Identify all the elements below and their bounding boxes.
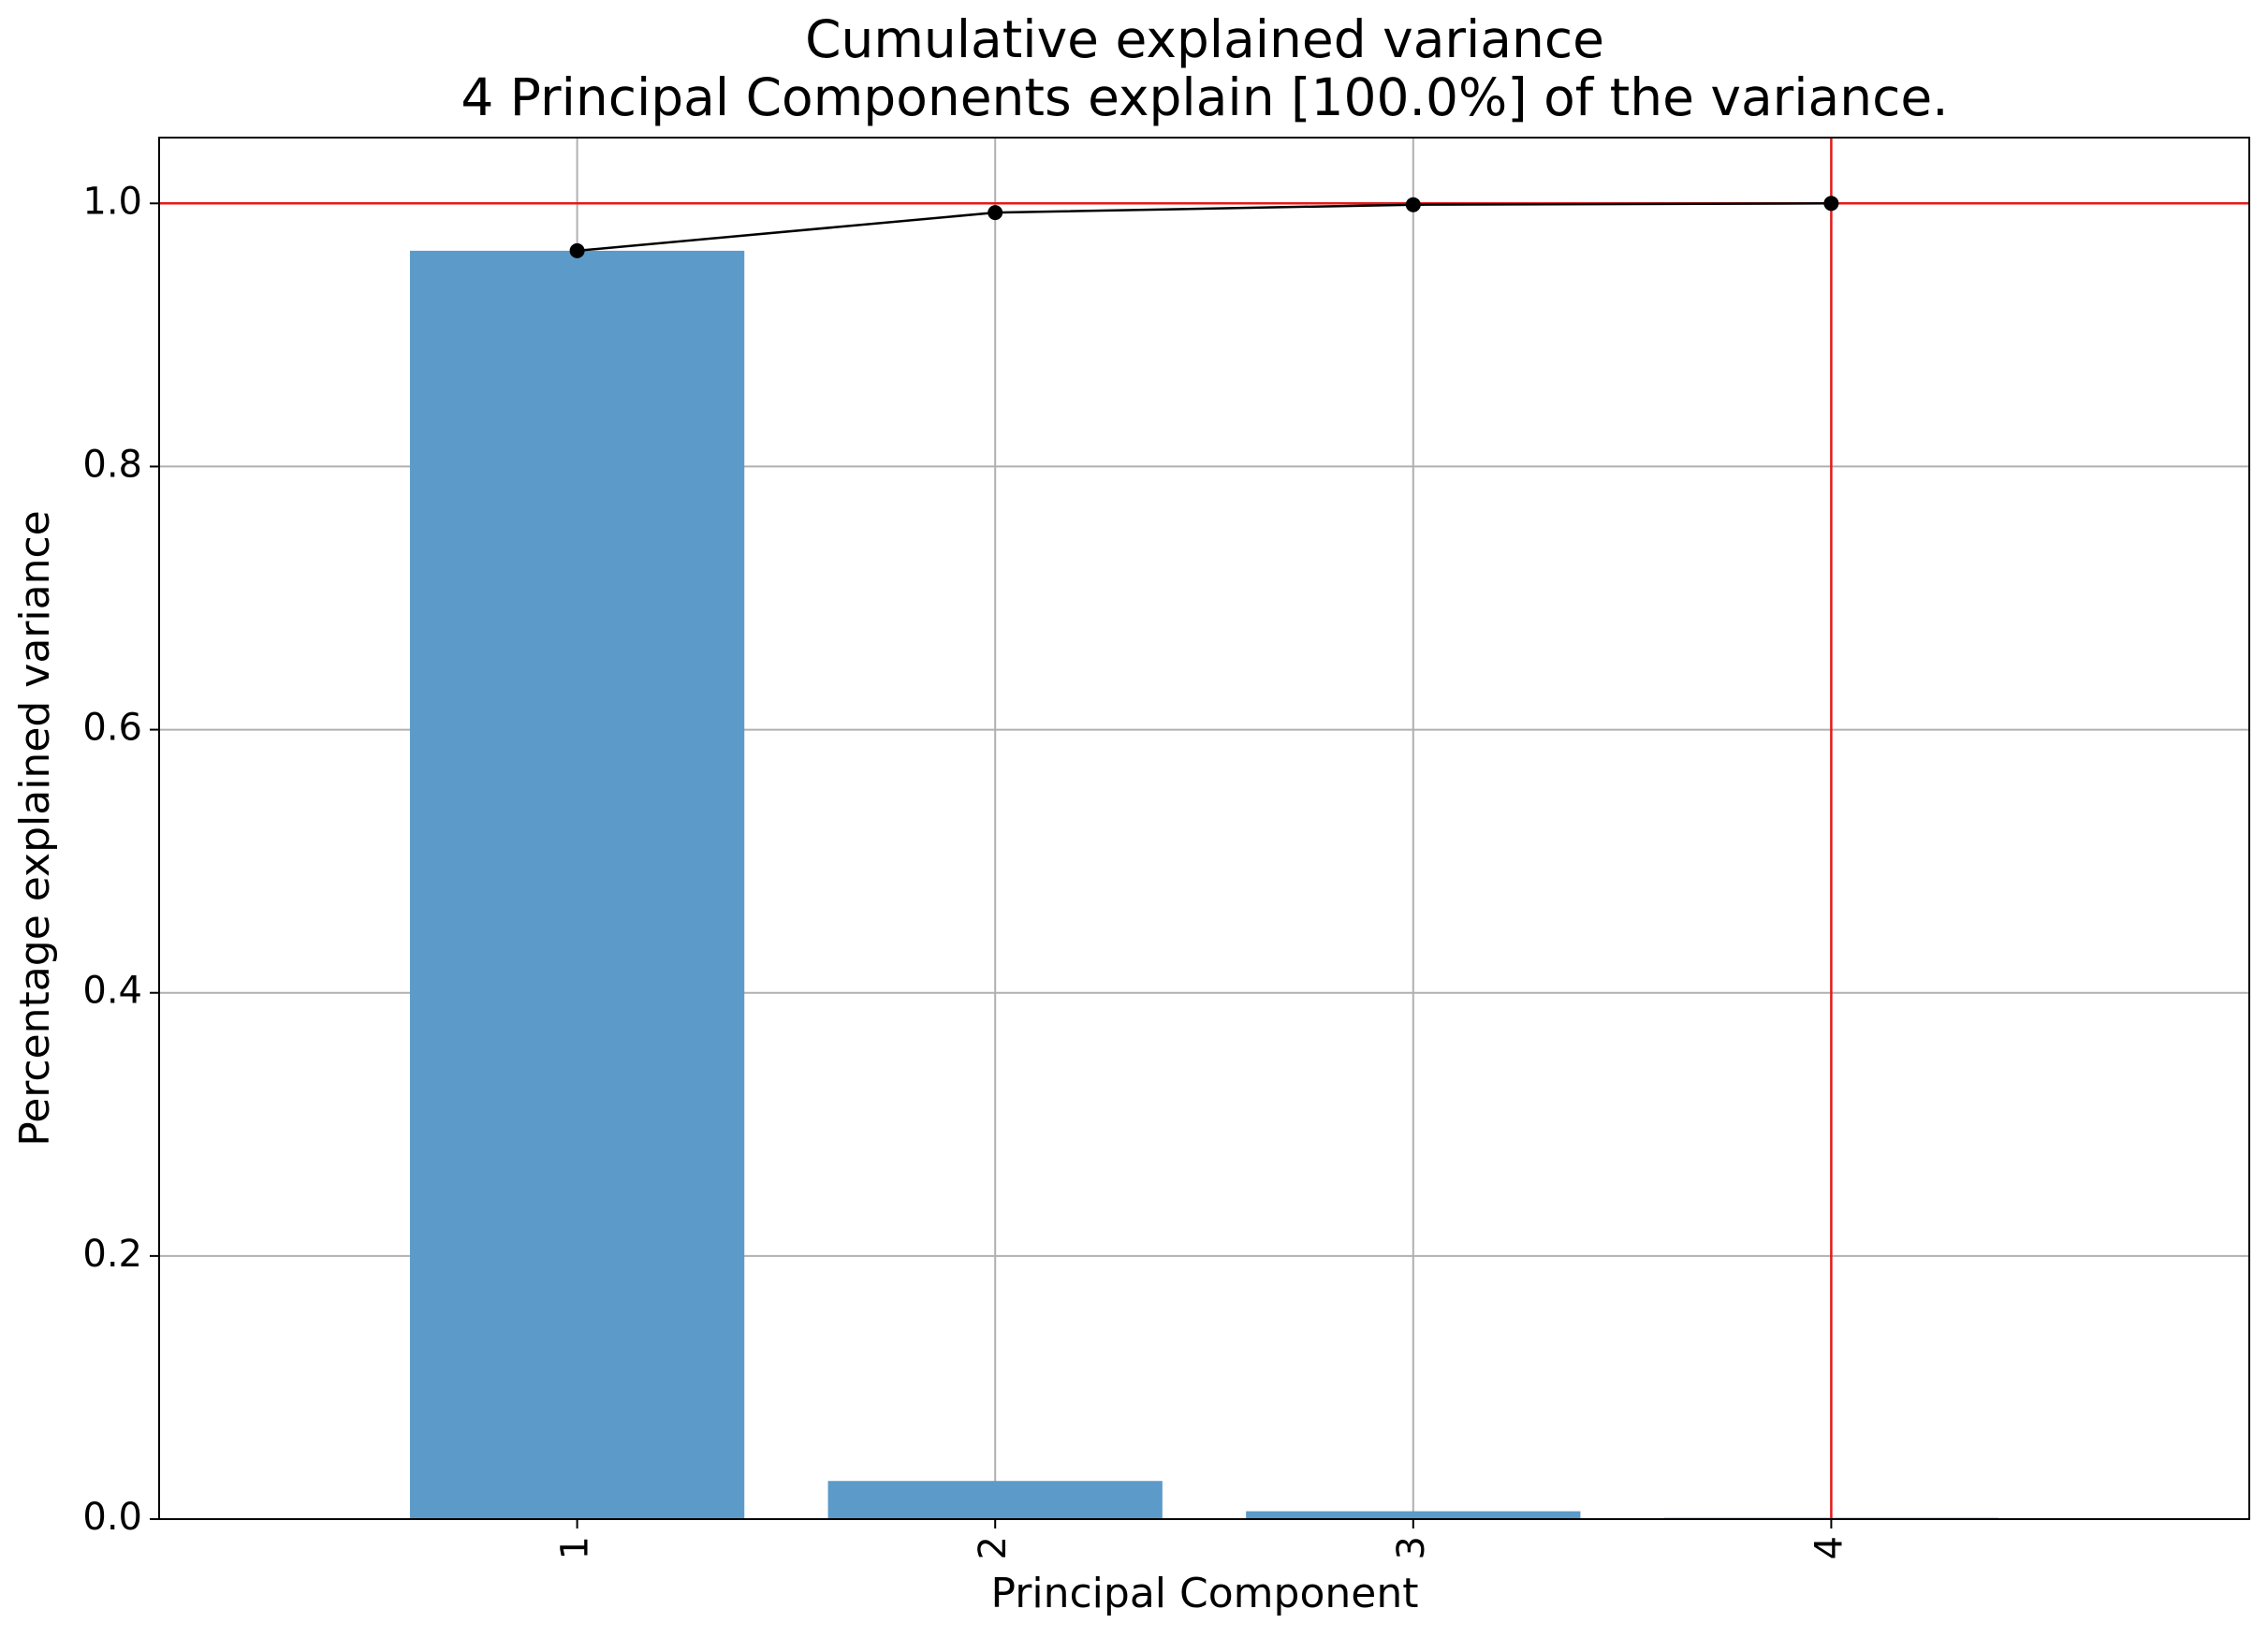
y-tick-label: 0.6 (82, 707, 142, 750)
plot-frame (158, 137, 2250, 1520)
y-tick-label: 1.0 (82, 180, 142, 223)
cumulative-point (988, 205, 1003, 221)
y-tick-label: 0.4 (82, 970, 142, 1013)
chart-title: Cumulative explained variance (805, 9, 1604, 69)
cumulative-line (577, 202, 1832, 253)
y-axis-label: Percentage explained variance (11, 510, 59, 1147)
cumulative-point (569, 242, 585, 258)
x-tick-label: 4 (1807, 1536, 1851, 1559)
y-tick-label: 0.0 (82, 1496, 142, 1539)
x-tick-label: 2 (972, 1536, 1015, 1559)
y-tick-label: 0.2 (82, 1233, 142, 1276)
cumulative-point (1823, 196, 1839, 212)
x-tick-label: 3 (1390, 1536, 1433, 1559)
bar (409, 250, 745, 1520)
chart-subtitle: 4 Principal Components explain [100.0%] … (461, 67, 1948, 127)
bar (827, 1481, 1163, 1519)
y-tick-label: 0.8 (82, 443, 142, 486)
x-axis-label: Principal Component (991, 1570, 1419, 1617)
x-tick-label: 1 (554, 1536, 597, 1559)
cumulative-point (1405, 197, 1421, 212)
bar (1246, 1511, 1581, 1519)
